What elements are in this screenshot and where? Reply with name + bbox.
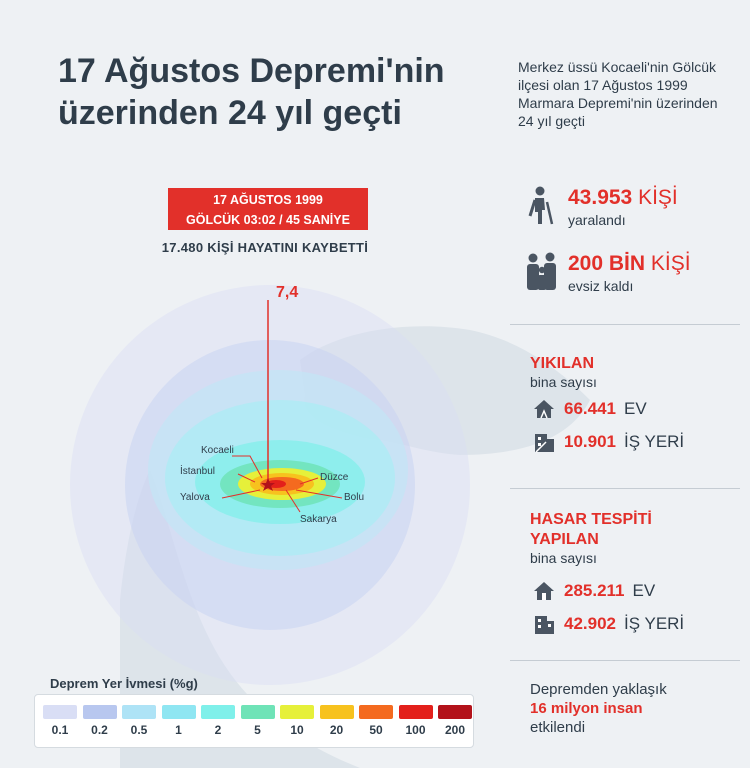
legend-label: 0.2: [91, 723, 108, 737]
quake-date: 17 AĞUSTOS 1999: [213, 193, 323, 207]
page-title: 17 Ağustos Depremi'nin üzerinden 24 yıl …: [58, 52, 445, 132]
homeless-number: 200 BİN: [568, 252, 646, 275]
collapsed-homes-unit: EV: [624, 399, 647, 418]
magnitude-label: 7,4: [276, 284, 299, 301]
legend-swatch: [43, 705, 77, 719]
affected-line-3: etkilendi: [530, 719, 586, 736]
divider: [510, 488, 740, 489]
divider: [510, 324, 740, 325]
legend-swatch: [319, 705, 354, 719]
city-sakarya: Sakarya: [300, 514, 337, 525]
intro-text: Merkez üssü Kocaeli'nin Gölcük ilçesi ol…: [518, 59, 718, 129]
injured-person-icon: [528, 186, 554, 225]
collapsed-building-icon: [535, 434, 554, 453]
city-yalova: Yalova: [180, 492, 210, 503]
city-kocaeli: Kocaeli: [201, 445, 234, 456]
death-toll: 17.480 KİŞİ HAYATINI KAYBETTİ: [161, 240, 369, 255]
legend-label: 200: [444, 723, 466, 737]
legend-label: 20: [329, 723, 344, 737]
injured-label: yaralandı: [568, 212, 626, 228]
legend-swatch: [122, 705, 156, 719]
legend-swatch: [201, 705, 235, 719]
homeless-label: evsiz kaldı: [568, 278, 634, 294]
collapsed-homes-row: 66.441 EV: [532, 398, 647, 420]
legend-label: 2: [214, 723, 222, 737]
city-bolu: Bolu: [344, 492, 365, 503]
damaged-section: HASAR TESPİTİ YAPILAN bina sayısı: [530, 510, 652, 566]
city-duzce: Düzce: [320, 472, 349, 483]
legend-title: Deprem Yer İvmesi (%g): [50, 676, 198, 691]
collapsed-homes-number: 66.441: [564, 399, 616, 418]
injured-unit: KİŞİ: [638, 186, 678, 209]
damaged-work-number: 42.902: [564, 614, 616, 633]
legend-swatch: [280, 705, 314, 719]
damaged-work-row: 42.902 İŞ YERİ: [532, 612, 684, 636]
damaged-title-1: HASAR TESPİTİ: [530, 511, 652, 528]
collapsed-section: YIKILAN bina sayısı: [530, 354, 597, 390]
collapsed-work-row: 10.901 İŞ YERİ: [532, 430, 684, 454]
damaged-work-unit: İŞ YERİ: [624, 614, 685, 633]
collapsed-house-icon: [534, 400, 554, 419]
house-icon: [534, 582, 554, 600]
building-icon: [535, 616, 554, 634]
legend-swatch: [359, 705, 393, 719]
quake-info-box: 17 AĞUSTOS 1999 GÖLCÜK 03:02 / 45 SANİYE: [168, 188, 368, 230]
damaged-homes-unit: EV: [632, 581, 656, 600]
legend-swatch: [438, 705, 472, 719]
damaged-homes-number: 285.211: [564, 581, 625, 600]
quake-time: GÖLCÜK 03:02 / 45 SANİYE: [186, 213, 350, 227]
legend-swatch: [398, 705, 433, 719]
legend-label: 0.5: [130, 723, 148, 737]
collapsed-subtitle: bina sayısı: [530, 374, 597, 390]
legend-label: 0.1: [51, 723, 69, 737]
affected-line-1: Depremden yaklaşık: [530, 681, 667, 698]
legend-label: 50: [369, 723, 383, 737]
damaged-subtitle: bina sayısı: [530, 550, 597, 566]
affected-text: Depremden yaklaşık 16 milyon insan etkil…: [530, 680, 730, 737]
divider: [510, 660, 740, 661]
legend-swatch: [82, 705, 117, 719]
injured-number: 43.953: [568, 186, 633, 209]
collapsed-work-number: 10.901: [564, 432, 616, 451]
family-icon: [527, 252, 556, 290]
aegean-sea: [120, 470, 360, 768]
legend-label: 5: [254, 723, 261, 737]
damaged-homes-row: 285.211 EV: [532, 580, 655, 602]
legend-swatch: [240, 705, 275, 719]
collapsed-title: YIKILAN: [530, 355, 594, 372]
city-istanbul: İstanbul: [180, 466, 216, 477]
legend-label: 1: [175, 723, 182, 737]
affected-highlight: 16 milyon insan: [530, 700, 643, 717]
legend-label: 100: [405, 723, 426, 737]
legend: 0.1 0.2 0.5 1 2 5 10 20 50 100 200: [34, 694, 474, 748]
legend-swatch: [161, 705, 196, 719]
legend-label: 10: [290, 723, 304, 737]
collapsed-work-unit: İŞ YERİ: [624, 432, 685, 451]
damaged-title-2: YAPILAN: [530, 531, 599, 548]
epicenter-star-icon: [261, 478, 275, 491]
homeless-unit: KİŞİ: [650, 252, 691, 275]
